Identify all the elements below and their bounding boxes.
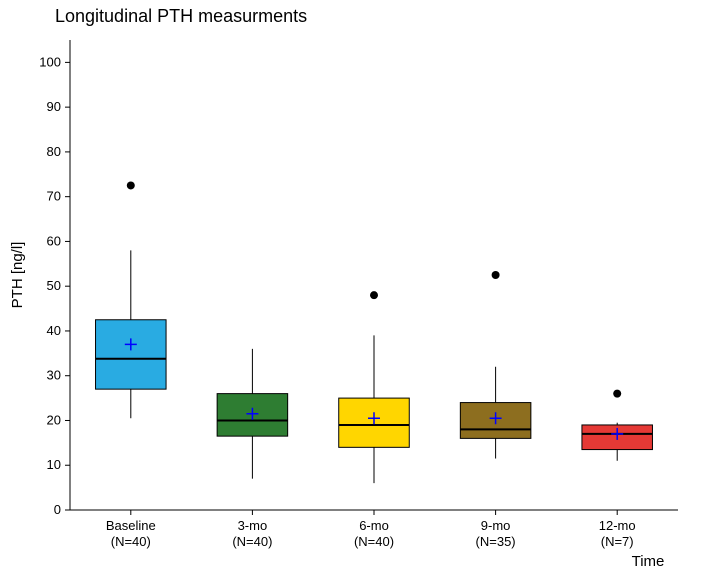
x-tick-label: 3-mo — [238, 518, 268, 533]
x-tick-label: Baseline — [106, 518, 156, 533]
outlier-point — [613, 390, 621, 398]
outlier-point — [492, 271, 500, 279]
y-tick-label: 60 — [47, 233, 61, 248]
boxplot-chart: Longitudinal PTH measurments 0 10 20 30 40 50 6… — [0, 0, 708, 583]
x-tick-sublabel: (N=40) — [232, 534, 272, 549]
y-axis-label: PTH [ng/l] — [9, 242, 26, 309]
x-tick-sublabel: (N=35) — [476, 534, 516, 549]
outlier-point — [370, 291, 378, 299]
y-tick-label: 10 — [47, 457, 61, 472]
x-tick-label: 6-mo — [359, 518, 389, 533]
y-tick-label: 50 — [47, 278, 61, 293]
x-tick-sublabel: (N=40) — [354, 534, 394, 549]
y-tick-label: 80 — [47, 144, 61, 159]
y-tick-label: 100 — [39, 54, 61, 69]
chart-title: Longitudinal PTH measurments — [55, 6, 307, 26]
x-tick-label: 12-mo — [599, 518, 636, 533]
y-tick-label: 30 — [47, 368, 61, 383]
y-tick-label: 90 — [47, 99, 61, 114]
y-tick-label: 70 — [47, 189, 61, 204]
x-axis-label: Time — [632, 553, 665, 570]
x-tick-label: 9-mo — [481, 518, 511, 533]
x-tick-sublabel: (N=40) — [111, 534, 151, 549]
y-tick-label: 20 — [47, 412, 61, 427]
x-tick-sublabel: (N=7) — [601, 534, 634, 549]
outlier-point — [127, 181, 135, 189]
chart-svg: Longitudinal PTH measurments 0 10 20 30 40 50 6… — [0, 0, 708, 583]
box — [96, 320, 167, 389]
y-tick-label: 0 — [54, 502, 61, 517]
y-tick-label: 40 — [47, 323, 61, 338]
